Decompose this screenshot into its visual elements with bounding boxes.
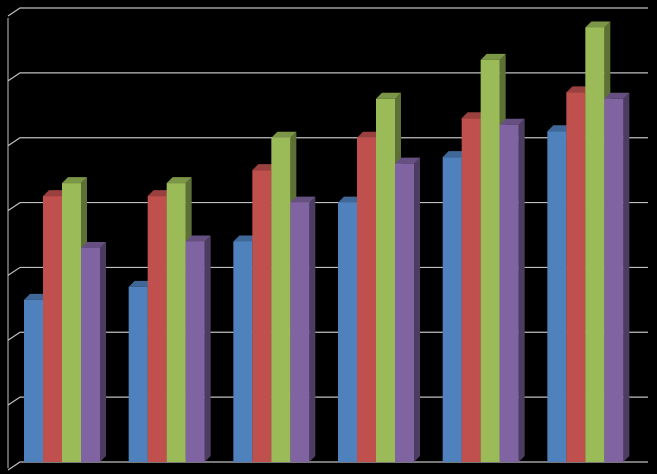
bar	[81, 241, 106, 462]
bar-top	[547, 125, 573, 132]
bar-top	[461, 112, 487, 119]
bar-top	[62, 177, 87, 184]
bar-top	[338, 196, 363, 203]
bar-top	[185, 235, 211, 242]
bar-front	[252, 170, 272, 462]
grid-line	[7, 461, 648, 471]
bar-front	[271, 137, 291, 462]
bar-front	[376, 98, 395, 463]
bar-front	[166, 183, 186, 462]
bar-side	[100, 241, 106, 462]
bar-top	[43, 190, 68, 197]
bar-front	[480, 59, 500, 463]
bar-top	[585, 21, 611, 28]
bar-front	[442, 157, 462, 462]
grid-line	[7, 331, 648, 341]
bar-side	[309, 196, 316, 463]
bar-top	[147, 190, 173, 197]
grid-line	[7, 201, 648, 212]
bar-top	[166, 177, 192, 184]
bar	[395, 157, 420, 462]
grid-line	[7, 72, 648, 82]
bar-front	[547, 131, 567, 462]
bar-top	[395, 157, 420, 164]
bar-top	[271, 131, 297, 138]
bar-front	[62, 183, 81, 462]
bar-front	[24, 299, 43, 462]
bar-top	[604, 92, 630, 99]
bar-front	[585, 27, 605, 462]
bar-front	[338, 202, 357, 463]
grid-line	[7, 266, 648, 276]
bar-top	[24, 293, 49, 300]
bar-front	[566, 92, 586, 463]
bar-front	[233, 241, 253, 462]
bar-front	[290, 202, 310, 463]
bar-top	[357, 131, 382, 138]
bar-side	[414, 157, 420, 462]
bar	[290, 196, 316, 463]
bar	[185, 235, 211, 462]
bar-front	[395, 163, 414, 462]
bar-top	[128, 280, 154, 287]
bar-front	[147, 196, 167, 463]
bar-front	[185, 241, 205, 462]
bar-side	[518, 118, 525, 462]
bar-front	[128, 286, 148, 462]
grid-line	[7, 137, 648, 147]
bar-front	[499, 124, 519, 462]
bar-side	[204, 235, 211, 462]
bar-top	[252, 164, 278, 171]
bar-front	[81, 247, 100, 462]
bar-front	[357, 137, 376, 462]
bar-front	[604, 98, 624, 463]
bar-top	[442, 151, 468, 158]
bar-side	[623, 92, 630, 463]
bar-top	[290, 196, 316, 203]
bar-top	[81, 241, 106, 248]
bar-top	[566, 86, 592, 93]
bar-front	[461, 118, 481, 462]
bar-top	[480, 53, 506, 60]
grid-line	[7, 396, 648, 406]
bar-front	[43, 196, 62, 463]
bar-top	[233, 235, 259, 242]
grid-line	[7, 7, 648, 17]
bar-top	[499, 118, 525, 125]
bar	[604, 92, 630, 463]
bar	[499, 118, 525, 462]
bar-top	[376, 92, 401, 99]
